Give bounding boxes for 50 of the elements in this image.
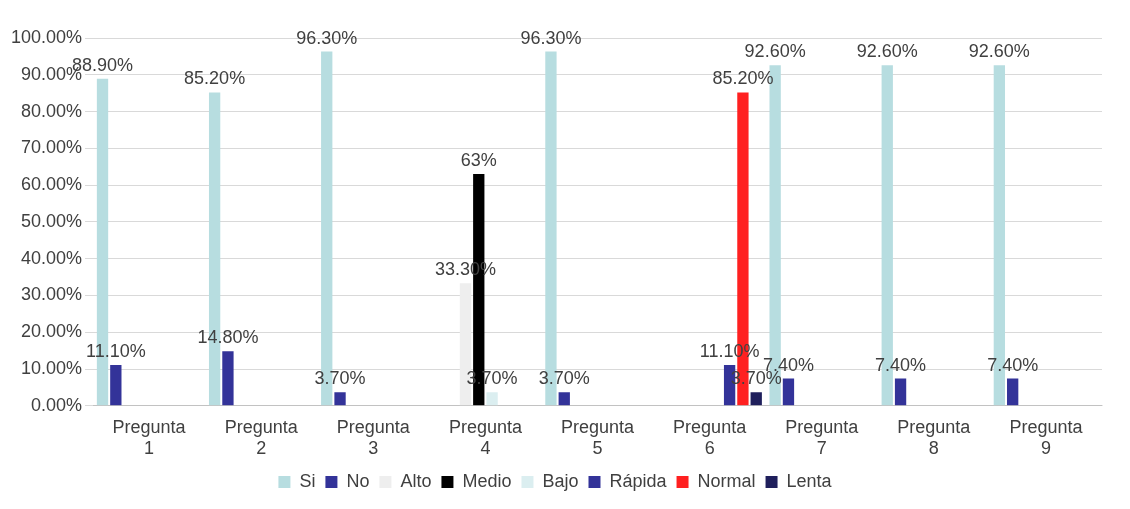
y-tick-label: 70.00% [21,137,83,158]
data-label: 11.10% [85,340,146,361]
y-tick-label: 10.00% [21,357,83,378]
bar [750,392,762,406]
data-label: 14.80% [197,327,259,348]
y-tick-label: 20.00% [21,321,83,342]
bar [334,392,346,406]
x-tick-label: Pregunta 4 [448,416,523,459]
legend-label: Alto [400,470,432,491]
y-tick-label: 100.00% [11,26,83,47]
data-label: 92.60% [856,41,918,62]
y-tick-label: 60.00% [21,174,83,195]
legend-label: Rápida [609,470,668,491]
bar [110,364,122,406]
data-label: 63% [460,150,497,171]
y-tick-label: 80.00% [21,100,83,121]
data-label: 7.40% [987,354,1039,375]
y-tick-label: 0.00% [31,394,83,415]
data-label: 85.20% [712,68,774,89]
data-label: 85.20% [184,68,246,89]
x-tick-label: Pregunta 8 [897,416,972,459]
legend-label: Medio [462,470,512,491]
x-tick-label: Pregunta 6 [673,416,748,459]
x-tick-label: Pregunta 3 [336,416,411,459]
x-tick-label: Pregunta 9 [1009,416,1084,459]
x-tick-label: Pregunta 1 [112,416,187,459]
legend-label: Si [299,470,316,491]
x-tick-label: Pregunta 2 [224,416,299,459]
data-label: 92.60% [744,41,806,62]
data-label: 92.60% [968,41,1030,62]
data-label: 96.30% [520,27,582,48]
legend-label: No [346,470,370,491]
bar [486,392,498,406]
y-tick-label: 30.00% [21,284,83,305]
legend-label: Normal [697,470,756,491]
data-label: 3.70% [314,368,366,389]
bar [558,392,570,406]
data-label: 3.70% [538,368,590,389]
legend-label: Lenta [786,470,833,491]
data-label: 96.30% [296,27,358,48]
bar [782,378,795,406]
x-tick-label: Pregunta 5 [561,416,636,459]
bar [222,351,234,406]
data-label: 7.40% [875,354,927,375]
legend-label: Bajo [542,470,579,491]
y-tick-label: 40.00% [21,247,83,268]
y-tick-label: 50.00% [21,210,83,231]
bar [894,378,907,406]
bar [1007,378,1019,406]
x-tick-label: Pregunta 7 [785,416,860,459]
